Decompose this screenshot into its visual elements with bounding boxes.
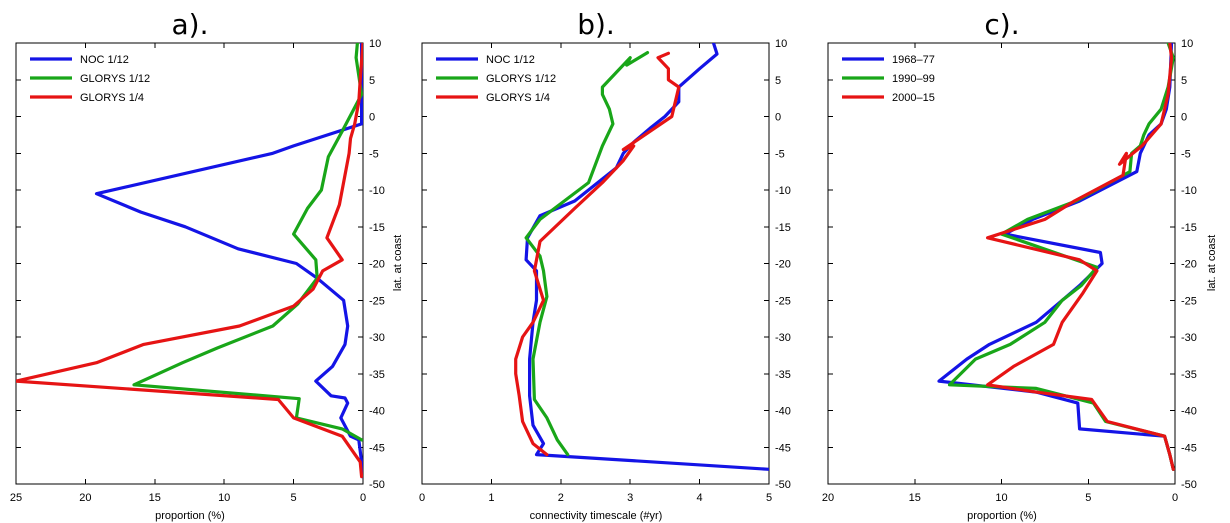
y-tick-label: -30 — [1181, 332, 1197, 344]
panel-b-connectivity-chart: b). connectivity timescale (#yr) 0 1 2 3 4 5 1… — [419, 8, 791, 522]
legend-label: GLORYS 1/4 — [80, 92, 144, 104]
legend-label: NOC 1/12 — [80, 54, 129, 66]
y-tick-label: 5 — [369, 75, 375, 87]
x-tick-label: 15 — [149, 492, 161, 504]
y-tick-label: 10 — [369, 38, 381, 50]
y-tick-label: -15 — [1181, 222, 1197, 234]
legend-label: GLORYS 1/4 — [486, 92, 550, 104]
x-tick-label: 4 — [697, 492, 703, 504]
x-tick-label: 0 — [419, 492, 425, 504]
legend-label: GLORYS 1/12 — [80, 73, 150, 85]
panel-c-x-axis-title: proportion (%) — [967, 510, 1037, 522]
x-tick-label: 15 — [909, 492, 921, 504]
x-tick-label: 25 — [10, 492, 22, 504]
y-tick-label: -35 — [369, 369, 385, 381]
y-tick-label: -20 — [775, 259, 791, 271]
y-tick-label: -40 — [369, 406, 385, 418]
y-tick-label: -25 — [1181, 295, 1197, 307]
series-line-1968-77 — [937, 43, 1175, 471]
y-tick-label: 0 — [369, 112, 375, 124]
y-tick-label: -10 — [1181, 185, 1197, 197]
legend-label: NOC 1/12 — [486, 54, 535, 66]
y-tick-label: -50 — [775, 479, 791, 491]
y-tick-label: -45 — [1181, 442, 1197, 454]
plot-frame — [15, 42, 364, 485]
x-tick-label: 5 — [766, 492, 772, 504]
x-tick-label: 10 — [218, 492, 230, 504]
x-tick-label: 10 — [995, 492, 1007, 504]
legend-label: 1990–99 — [892, 73, 935, 85]
y-tick-label: 10 — [775, 38, 787, 50]
panel-c-title: c). — [984, 8, 1019, 41]
series-line-glorys-1-4 — [16, 43, 363, 479]
x-tick-label: 5 — [291, 492, 297, 504]
y-tick-label: -15 — [775, 222, 791, 234]
y-tick-label: -35 — [775, 369, 791, 381]
series-line-noc-1-12 — [94, 43, 363, 479]
y-tick-label: 0 — [1181, 112, 1187, 124]
panel-a-title: a). — [172, 8, 209, 41]
y-tick-label: -5 — [775, 148, 785, 160]
series-line-noc-1-12 — [524, 43, 769, 471]
legend-label: GLORYS 1/12 — [486, 73, 556, 85]
y-tick-label: -25 — [369, 295, 385, 307]
y-tick-label: -20 — [1181, 259, 1197, 271]
y-tick-label: -20 — [369, 259, 385, 271]
y-tick-label: -5 — [1181, 148, 1191, 160]
y-tick-label: 5 — [1181, 75, 1187, 87]
panel-a-x-axis-title: proportion (%) — [155, 510, 225, 522]
y-tick-label: 5 — [775, 75, 781, 87]
plot-frame — [827, 42, 1176, 485]
y-tick-label: -5 — [369, 148, 379, 160]
series-line-glorys-1-12 — [132, 43, 363, 442]
panel-b-x-axis-title: connectivity timescale (#yr) — [530, 510, 663, 522]
series-line-2000-15 — [985, 43, 1175, 471]
panel-c-y-axis-title: lat. at coast — [1206, 235, 1218, 291]
panel-c-proportion-by-period-chart: c). proportion (%) lat. at coast 20 15 10 5… — [822, 8, 1218, 522]
series-line-glorys-1-12 — [524, 50, 650, 457]
y-tick-label: -10 — [775, 185, 791, 197]
y-tick-label: -30 — [369, 332, 385, 344]
panel-a-proportion-chart: a). proportion (%) lat. at coast 25 20 15 1… — [10, 8, 404, 522]
y-tick-label: -35 — [1181, 369, 1197, 381]
y-tick-label: -15 — [369, 222, 385, 234]
legend-label: 1968–77 — [892, 54, 935, 66]
y-tick-label: -45 — [369, 442, 385, 454]
y-tick-label: -40 — [775, 406, 791, 418]
series-line-glorys-1-4 — [514, 51, 681, 457]
x-tick-label: 2 — [558, 492, 564, 504]
y-tick-label: -40 — [1181, 406, 1197, 418]
panel-a-y-axis-title: lat. at coast — [392, 235, 404, 291]
y-tick-label: -30 — [775, 332, 791, 344]
x-tick-label: 5 — [1085, 492, 1091, 504]
y-tick-label: -25 — [775, 295, 791, 307]
y-tick-label: -10 — [369, 185, 385, 197]
legend-label: 2000–15 — [892, 92, 935, 104]
x-tick-label: 20 — [79, 492, 91, 504]
x-tick-label: 1 — [488, 492, 494, 504]
plot-frame — [421, 42, 770, 485]
y-tick-label: -50 — [1181, 479, 1197, 491]
y-tick-label: -50 — [369, 479, 385, 491]
y-tick-label: -45 — [775, 442, 791, 454]
x-tick-label: 0 — [1172, 492, 1178, 504]
y-tick-label: 0 — [775, 112, 781, 124]
x-tick-label: 0 — [360, 492, 366, 504]
x-tick-label: 3 — [627, 492, 633, 504]
panel-b-title: b). — [577, 8, 615, 41]
x-tick-label: 20 — [822, 492, 834, 504]
y-tick-label: 10 — [1181, 38, 1193, 50]
